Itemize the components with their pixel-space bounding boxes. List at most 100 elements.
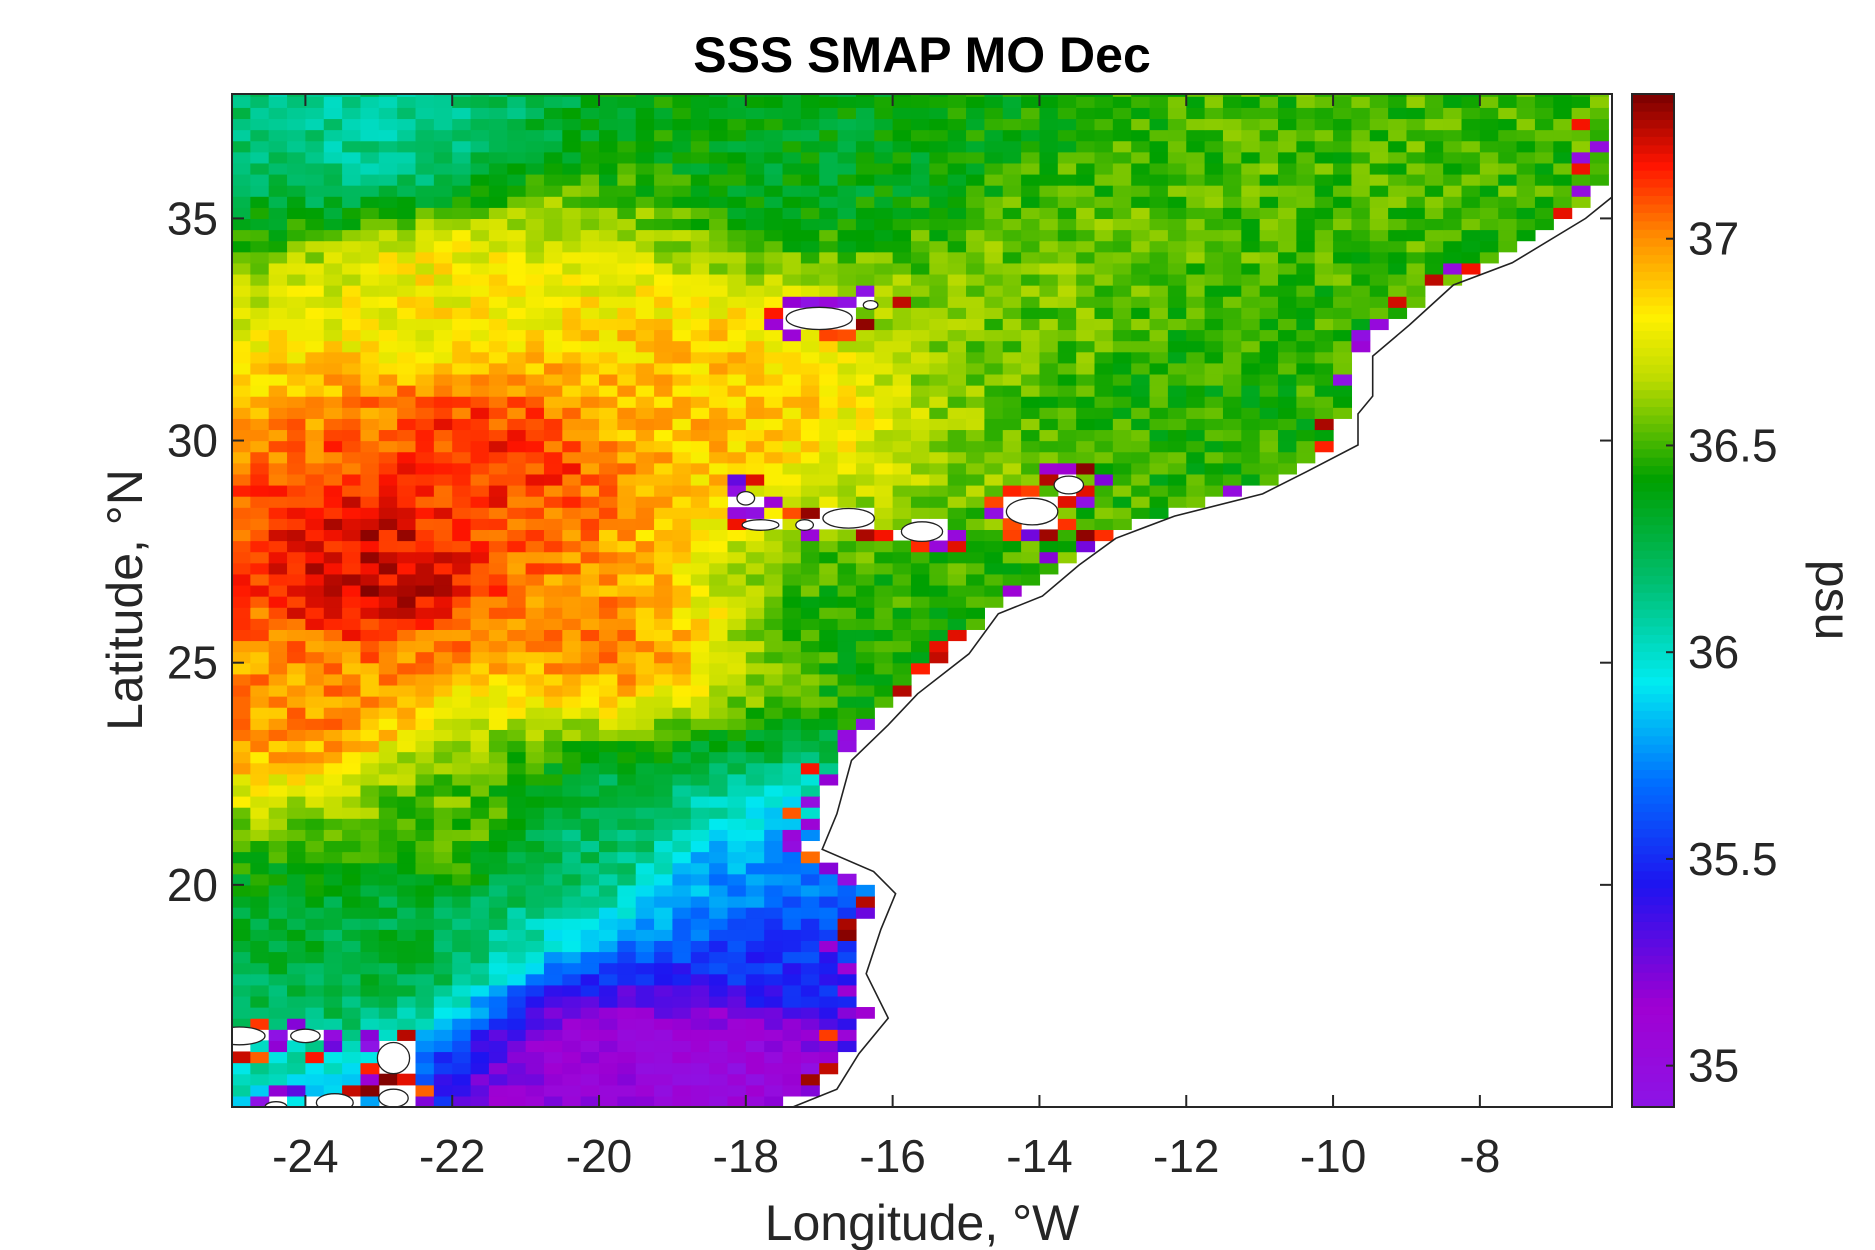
colorbar-segment bbox=[1632, 288, 1674, 298]
heatmap-cell bbox=[727, 1073, 747, 1086]
heatmap-cell bbox=[764, 607, 784, 619]
heatmap-cell bbox=[617, 862, 637, 875]
heatmap-cell bbox=[690, 407, 710, 419]
heatmap-cell bbox=[966, 129, 985, 142]
heatmap-cell bbox=[1149, 262, 1169, 275]
heatmap-cell bbox=[488, 129, 508, 142]
heatmap-cell bbox=[1534, 118, 1554, 131]
heatmap-cell bbox=[617, 129, 637, 142]
heatmap-cell bbox=[433, 107, 453, 120]
heatmap-cell bbox=[837, 262, 857, 275]
heatmap-cell bbox=[305, 740, 325, 753]
heatmap-cell bbox=[287, 784, 306, 797]
heatmap-cell bbox=[470, 496, 490, 508]
heatmap-cell bbox=[268, 173, 288, 186]
heatmap-cell bbox=[433, 629, 453, 642]
heatmap-cell bbox=[580, 273, 600, 286]
heatmap-cell bbox=[1021, 418, 1041, 431]
heatmap-cell bbox=[599, 729, 618, 742]
heatmap-cell bbox=[800, 962, 820, 975]
heatmap-cell bbox=[470, 584, 490, 597]
heatmap-cell bbox=[837, 340, 857, 353]
heatmap-cell bbox=[1131, 496, 1151, 508]
colorbar-segment bbox=[1632, 524, 1674, 534]
heatmap-cell bbox=[342, 196, 362, 208]
heatmap-cell bbox=[727, 440, 747, 453]
heatmap-cell bbox=[488, 673, 508, 686]
heatmap-cell bbox=[452, 984, 472, 997]
heatmap-cell bbox=[323, 396, 343, 408]
heatmap-cell bbox=[855, 462, 875, 475]
heatmap-cell bbox=[855, 551, 875, 564]
heatmap-cell bbox=[1314, 240, 1334, 253]
heatmap-cell bbox=[617, 807, 637, 819]
heatmap-cell bbox=[1131, 151, 1151, 164]
heatmap-cell bbox=[433, 1073, 453, 1086]
heatmap-cell bbox=[378, 151, 398, 164]
heatmap-cell bbox=[745, 540, 765, 553]
heatmap-cell bbox=[617, 173, 637, 186]
heatmap-cell bbox=[1388, 96, 1408, 108]
heatmap-cell bbox=[415, 373, 435, 386]
heatmap-cell bbox=[727, 196, 747, 208]
heatmap-cell bbox=[764, 940, 784, 953]
heatmap-cell bbox=[250, 840, 270, 853]
heatmap-cell bbox=[654, 196, 674, 208]
heatmap-cell bbox=[1149, 307, 1169, 319]
heatmap-cell bbox=[617, 1040, 637, 1053]
heatmap-cell bbox=[488, 507, 508, 519]
heatmap-cell bbox=[764, 207, 784, 220]
heatmap-cell bbox=[1112, 262, 1132, 275]
heatmap-cell bbox=[305, 396, 325, 408]
heatmap-cell bbox=[599, 118, 618, 131]
heatmap-cell bbox=[488, 651, 508, 664]
heatmap-cell bbox=[1057, 529, 1077, 542]
heatmap-cell bbox=[1296, 262, 1316, 275]
heatmap-cell bbox=[709, 1007, 729, 1019]
heatmap-cell bbox=[397, 340, 417, 353]
heatmap-cell bbox=[452, 696, 472, 708]
heatmap-cell bbox=[397, 185, 417, 197]
heatmap-cell bbox=[654, 96, 674, 108]
heatmap-cell bbox=[892, 473, 912, 486]
heatmap-cell bbox=[672, 684, 692, 697]
heatmap-cell bbox=[397, 285, 417, 297]
heatmap-cell bbox=[543, 696, 563, 708]
colorbar-segment bbox=[1632, 836, 1674, 847]
heatmap-cell bbox=[966, 451, 985, 464]
heatmap-cell bbox=[1351, 240, 1371, 253]
heatmap-cell bbox=[1094, 462, 1114, 475]
heatmap-cell bbox=[1388, 129, 1408, 142]
heatmap-cell bbox=[305, 751, 325, 764]
heatmap-cell bbox=[1131, 96, 1151, 108]
heatmap-cell bbox=[690, 207, 710, 220]
heatmap-cell bbox=[1204, 473, 1224, 486]
heatmap-cell bbox=[397, 107, 417, 120]
heatmap-cell bbox=[800, 151, 820, 164]
heatmap-cell bbox=[1167, 362, 1187, 375]
heatmap-cell bbox=[305, 840, 325, 853]
heatmap-cell bbox=[599, 507, 618, 519]
heatmap-cell bbox=[525, 1007, 545, 1019]
heatmap-cell bbox=[360, 929, 380, 941]
heatmap-cell bbox=[690, 329, 710, 342]
heatmap-cell bbox=[452, 807, 472, 819]
heatmap-cell bbox=[617, 895, 637, 908]
heatmap-cell bbox=[507, 162, 527, 175]
heatmap-cell bbox=[543, 307, 563, 319]
heatmap-cell bbox=[1388, 240, 1408, 253]
heatmap-cell bbox=[562, 729, 582, 742]
heatmap-cell bbox=[415, 273, 435, 286]
heatmap-cell bbox=[562, 829, 582, 842]
heatmap-cell bbox=[709, 94, 729, 97]
heatmap-cell bbox=[232, 707, 251, 719]
heatmap-cell bbox=[470, 396, 490, 408]
heatmap-cell bbox=[672, 496, 692, 508]
heatmap-cell bbox=[727, 684, 747, 697]
colorbar-segment bbox=[1632, 853, 1674, 863]
heatmap-cell bbox=[287, 907, 306, 919]
heatmap-cell bbox=[966, 385, 985, 397]
heatmap-cell bbox=[378, 895, 398, 908]
